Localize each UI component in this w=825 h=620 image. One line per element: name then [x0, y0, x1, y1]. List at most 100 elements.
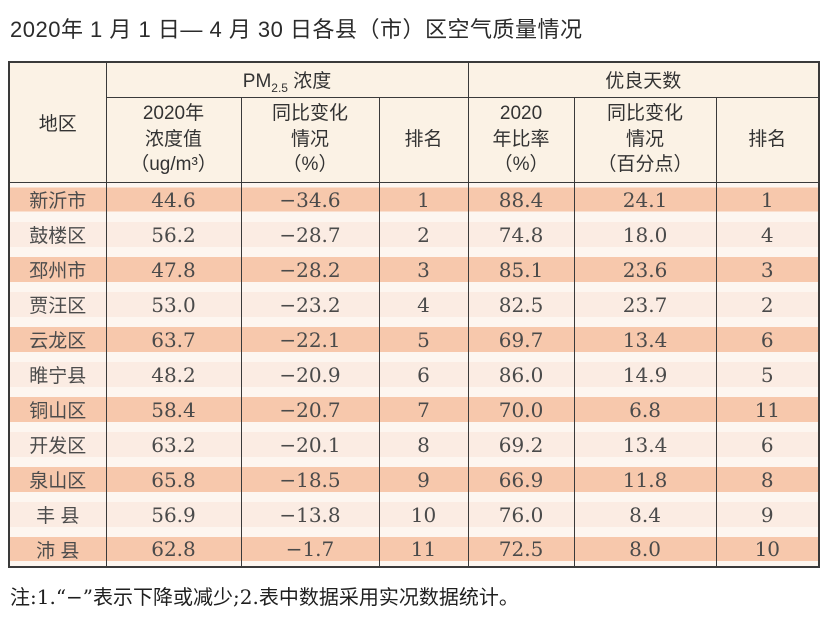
cell-good-ratio: 85.1: [467, 252, 575, 287]
cell-good-rank: 6: [715, 322, 820, 357]
cell-pm-change: −20.1: [240, 427, 380, 462]
cell-good-ratio: 72.5: [467, 532, 575, 567]
cell-good-change: 18.0: [573, 217, 717, 252]
cell-region: 邳州市: [8, 252, 107, 287]
cell-good-rank: 9: [715, 497, 820, 532]
air-quality-table: 地区 PM2.5 浓度 优良天数 2020年 浓度值 （ug/m³） 同比变化 …: [8, 61, 821, 568]
cell-good-ratio: 76.0: [467, 497, 575, 532]
cell-pm-value: 65.8: [105, 462, 242, 497]
cell-good-ratio: 86.0: [467, 357, 575, 392]
cell-region: 鼓楼区: [8, 217, 107, 252]
table-row: 新沂市 44.6 −34.6 1 88.4 24.1 1: [8, 182, 820, 217]
cell-pm-value: 56.2: [105, 217, 242, 252]
header-group-row: 地区 PM2.5 浓度 优良天数: [8, 61, 820, 183]
header-good-ratio: 2020 年比率 （%）: [467, 96, 575, 183]
header-pm-group: PM2.5 浓度: [105, 61, 469, 98]
cell-pm-value: 58.4: [105, 392, 242, 427]
cell-good-change: 23.7: [573, 287, 717, 322]
cell-region: 贾汪区: [8, 287, 107, 322]
cell-good-change: 6.8: [573, 392, 717, 427]
cell-pm-change: −20.7: [240, 392, 380, 427]
cell-pm-change: −13.8: [240, 497, 380, 532]
cell-good-rank: 2: [715, 287, 820, 322]
cell-good-rank: 11: [715, 392, 820, 427]
cell-pm-rank: 6: [378, 357, 469, 392]
table-row: 沛 县 62.8 −1.7 11 72.5 8.0 10: [8, 532, 820, 567]
cell-region: 开发区: [8, 427, 107, 462]
cell-good-change: 11.8: [573, 462, 717, 497]
table-row: 云龙区 63.7 −22.1 5 69.7 13.4 6: [8, 322, 820, 357]
cell-pm-change: −23.2: [240, 287, 380, 322]
header-pm-change: 同比变化 情况 （%）: [240, 96, 380, 183]
table-row: 泉山区 65.8 −18.5 9 66.9 11.8 8: [8, 462, 820, 497]
pm-label-prefix: PM: [242, 71, 272, 93]
cell-region: 泉山区: [8, 462, 107, 497]
table-row: 贾汪区 53.0 −23.2 4 82.5 23.7 2: [8, 287, 820, 322]
table-row: 睢宁县 48.2 −20.9 6 86.0 14.9 5: [8, 357, 820, 392]
cell-pm-value: 63.2: [105, 427, 242, 462]
table-header: 地区 PM2.5 浓度 优良天数 2020年 浓度值 （ug/m³） 同比变化 …: [8, 61, 820, 183]
cell-good-ratio: 69.2: [467, 427, 575, 462]
cell-pm-value: 48.2: [105, 357, 242, 392]
cell-pm-rank: 4: [378, 287, 469, 322]
pm-label-suffix: 浓度: [287, 71, 332, 93]
cell-pm-change: −18.5: [240, 462, 380, 497]
cell-pm-change: −28.7: [240, 217, 380, 252]
cell-pm-rank: 7: [378, 392, 469, 427]
cell-pm-change: −34.6: [240, 182, 380, 217]
cell-pm-rank: 2: [378, 217, 469, 252]
cell-good-change: 8.0: [573, 532, 717, 567]
cell-region: 铜山区: [8, 392, 107, 427]
table-body: 新沂市 44.6 −34.6 1 88.4 24.1 1 鼓楼区 56.2 −28.7 2 74.8 1…: [8, 182, 820, 567]
header-pm-rank: 排名: [378, 96, 469, 183]
cell-pm-rank: 9: [378, 462, 469, 497]
cell-good-rank: 4: [715, 217, 820, 252]
table-row: 鼓楼区 56.2 −28.7 2 74.8 18.0 4: [8, 217, 820, 252]
cell-pm-value: 62.8: [105, 532, 242, 567]
cell-good-ratio: 69.7: [467, 322, 575, 357]
cell-pm-change: −28.2: [240, 252, 380, 287]
cell-pm-rank: 8: [378, 427, 469, 462]
header-good-rank: 排名: [715, 96, 820, 183]
cell-good-change: 23.6: [573, 252, 717, 287]
cell-pm-rank: 1: [378, 182, 469, 217]
footnote: 注:1.“−”表示下降或减少;2.表中数据采用实况数据统计。: [10, 585, 519, 609]
cell-pm-rank: 5: [378, 322, 469, 357]
cell-good-rank: 1: [715, 182, 820, 217]
cell-good-rank: 5: [715, 357, 820, 392]
header-good-change: 同比变化 情况 （百分点）: [573, 96, 717, 183]
page-title: 2020年 1 月 1 日— 4 月 30 日各县（市）区空气质量情况: [10, 17, 583, 42]
cell-pm-change: −20.9: [240, 357, 380, 392]
cell-pm-value: 63.7: [105, 322, 242, 357]
header-region: 地区: [8, 61, 107, 183]
header-sub-row: 2020年 浓度值 （ug/m³） 同比变化 情况 （%） 排名 2020 年比…: [9, 96, 820, 183]
cell-good-change: 14.9: [573, 357, 717, 392]
cell-good-ratio: 88.4: [467, 182, 575, 217]
header-good-days-group: 优良天数: [467, 61, 820, 98]
cell-pm-change: −1.7: [240, 532, 380, 567]
cell-pm-value: 56.9: [105, 497, 242, 532]
cell-region: 沛 县: [8, 532, 107, 567]
cell-pm-rank: 10: [378, 497, 469, 532]
cell-good-change: 8.4: [573, 497, 717, 532]
cell-good-ratio: 74.8: [467, 217, 575, 252]
cell-pm-value: 47.8: [105, 252, 242, 287]
header-pm-value: 2020年 浓度值 （ug/m³）: [105, 96, 242, 183]
cell-region: 新沂市: [8, 182, 107, 217]
table-row: 邳州市 47.8 −28.2 3 85.1 23.6 3: [8, 252, 820, 287]
cell-pm-value: 44.6: [105, 182, 242, 217]
table-row: 开发区 63.2 −20.1 8 69.2 13.4 6: [8, 427, 820, 462]
cell-good-change: 13.4: [573, 322, 717, 357]
table-row: 铜山区 58.4 −20.7 7 70.0 6.8 11: [8, 392, 820, 427]
cell-good-change: 24.1: [573, 182, 717, 217]
table-row: 丰 县 56.9 −13.8 10 76.0 8.4 9: [8, 497, 820, 532]
cell-good-ratio: 70.0: [467, 392, 575, 427]
cell-region: 丰 县: [8, 497, 107, 532]
cell-good-ratio: 82.5: [467, 287, 575, 322]
cell-good-rank: 10: [715, 532, 820, 567]
cell-pm-rank: 11: [378, 532, 469, 567]
cell-pm-value: 53.0: [105, 287, 242, 322]
cell-region: 云龙区: [8, 322, 107, 357]
cell-good-change: 13.4: [573, 427, 717, 462]
